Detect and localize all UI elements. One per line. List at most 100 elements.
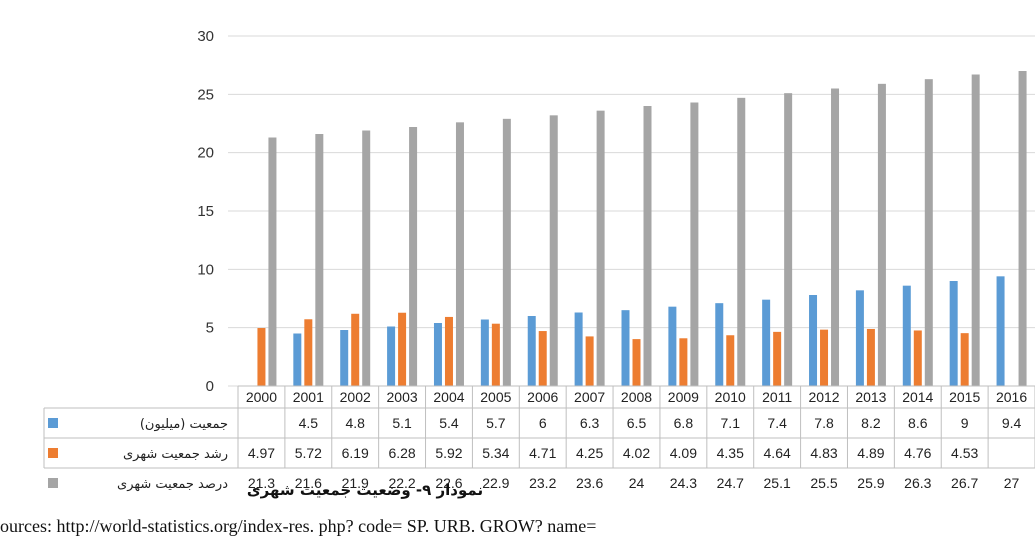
bar: [831, 88, 840, 386]
bar: [315, 134, 324, 386]
bar: [877, 83, 886, 386]
y-tick-label: 0: [206, 378, 214, 395]
data-label: 26.7: [951, 475, 978, 491]
data-label: 6.8: [674, 415, 694, 431]
bar: [362, 130, 371, 386]
bar: [502, 118, 511, 386]
bar: [293, 333, 302, 386]
bar: [585, 336, 594, 386]
x-tick-label: 2012: [808, 389, 839, 405]
bar: [949, 281, 958, 386]
x-tick-label: 2003: [387, 389, 418, 405]
chart-caption: نمودار ۹- وضعیت جمعیت شهری: [247, 481, 483, 499]
x-tick-label: 2016: [996, 389, 1027, 405]
x-tick-label: 2005: [480, 389, 511, 405]
data-table: 2000 2001 2002 2003 2004 2005 2006 2007 2008 2009…: [43, 385, 1035, 492]
data-label: 25.5: [810, 475, 837, 491]
data-label: 22.6: [435, 475, 462, 491]
data-label: 4.25: [576, 445, 603, 461]
x-tick-label: 2008: [621, 389, 652, 405]
data-label: 4.02: [623, 445, 650, 461]
bar: [784, 93, 793, 387]
bar: [737, 97, 746, 386]
data-label: 7.1: [721, 415, 741, 431]
x-tick-label: 2009: [668, 389, 699, 405]
legend-key: [48, 478, 58, 488]
bar: [491, 323, 500, 386]
x-tick-label: 2004: [433, 389, 464, 405]
bar: [596, 110, 605, 387]
bar: [444, 316, 453, 386]
data-label: 24: [629, 475, 645, 491]
bar: [726, 335, 735, 386]
bar: [574, 312, 583, 386]
x-tick-label: 2010: [715, 389, 746, 405]
data-label: 4.97: [248, 445, 275, 461]
bar: [902, 285, 911, 386]
y-tick-label: 15: [197, 203, 214, 220]
data-label: 6.5: [627, 415, 647, 431]
data-label: 5.1: [392, 415, 412, 431]
data-label: 4.76: [904, 445, 931, 461]
x-tick-label: 2014: [902, 389, 933, 405]
bar: [809, 295, 818, 386]
x-tick-label: 2002: [340, 389, 371, 405]
x-tick-label: 2000: [246, 389, 277, 405]
data-label: 24.3: [670, 475, 697, 491]
bar: [433, 323, 442, 386]
bar: [257, 328, 266, 386]
bar: [398, 312, 407, 386]
y-tick-label: 10: [197, 261, 214, 278]
bar: [668, 306, 677, 386]
data-label: 4.89: [857, 445, 884, 461]
data-label: 21.9: [342, 475, 369, 491]
y-tick-label: 20: [197, 145, 214, 162]
legend-key: [48, 418, 58, 428]
bar: [690, 102, 699, 386]
bar: [549, 115, 558, 386]
data-label: 25.9: [857, 475, 884, 491]
x-tick-label: 2006: [527, 389, 558, 405]
x-tick-label: 2001: [293, 389, 324, 405]
data-label: 5.7: [486, 415, 506, 431]
bar: [621, 310, 630, 386]
legend-label: (جمعیت (میلیون: [140, 417, 228, 432]
y-tick-label: 25: [197, 86, 214, 103]
data-label: 4.8: [345, 415, 365, 431]
data-label: 4.53: [951, 445, 978, 461]
bar: [762, 299, 771, 386]
data-label: 6.3: [580, 415, 600, 431]
bar: [1018, 71, 1027, 386]
data-label: 23.2: [529, 475, 556, 491]
data-label: 6.28: [388, 445, 415, 461]
legend-key: [48, 448, 58, 458]
bar: [268, 137, 277, 386]
data-label: 23.6: [576, 475, 603, 491]
x-tick-label: 2007: [574, 389, 605, 405]
bar: [971, 74, 980, 386]
x-tick-label: 2015: [949, 389, 980, 405]
bar: [455, 122, 464, 386]
bar: [304, 319, 313, 386]
data-label: 5.72: [295, 445, 322, 461]
data-label: 5.34: [482, 445, 509, 461]
data-label: 26.3: [904, 475, 931, 491]
bar: [855, 290, 864, 386]
data-label: 6: [539, 415, 547, 431]
bar: [913, 330, 922, 386]
data-label: 6.19: [342, 445, 369, 461]
data-label: 5.92: [435, 445, 462, 461]
data-label: 9.4: [1002, 415, 1022, 431]
data-label: 9: [961, 415, 969, 431]
data-label: 4.71: [529, 445, 556, 461]
bar: [643, 106, 652, 386]
bar: [527, 316, 536, 386]
data-label: 24.7: [717, 475, 744, 491]
bar: [715, 303, 724, 386]
bar: [866, 328, 875, 386]
data-label: 4.35: [717, 445, 744, 461]
bar: [351, 313, 360, 386]
bar: [538, 331, 547, 386]
y-axis-ticks: 0 5 10 15 20 25 30: [197, 28, 214, 395]
